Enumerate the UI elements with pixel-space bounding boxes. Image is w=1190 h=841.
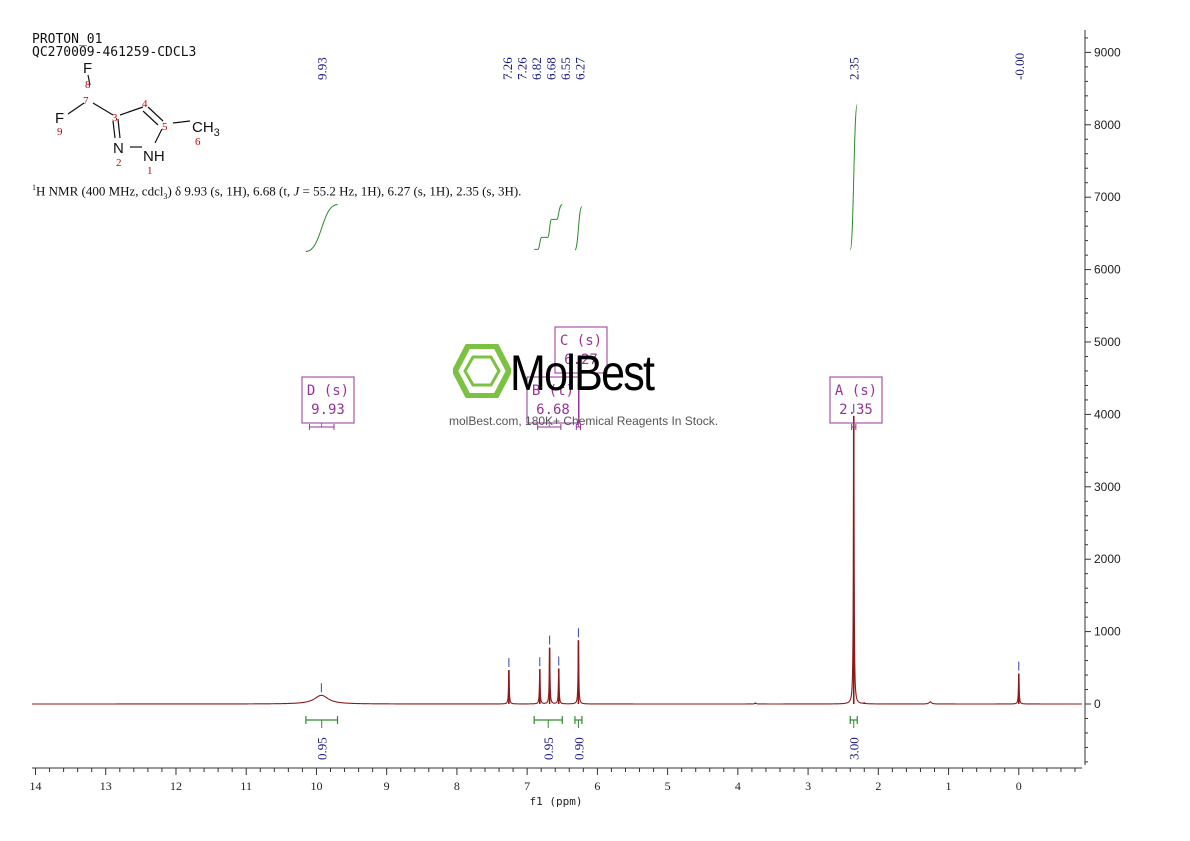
atom-numbers: 8 7 3 4 5 6 9 2 1: [57, 79, 201, 175]
y-tick-label: 6000: [1094, 263, 1121, 277]
x-tick-label: 10: [310, 779, 322, 793]
atom-number-2: 2: [116, 157, 122, 169]
atom-number-4: 4: [142, 98, 148, 110]
atom-number-6: 6: [195, 136, 201, 148]
integral-curve: [305, 203, 338, 252]
x-tick-label: 1: [946, 779, 952, 793]
x-tick-label: 3: [805, 779, 811, 793]
x-tick-label: 6: [594, 779, 600, 793]
peak-labels: 9.93 2.35 -0.007.26 7.26 6.82 6.68 6.55 6.27: [314, 53, 1027, 80]
multiplet-box: [829, 376, 883, 424]
watermark-brand: MolBest: [510, 345, 655, 401]
multiplet-type: D (s): [307, 383, 349, 399]
integral-curves: [305, 104, 858, 252]
hexagon-benzene-icon: [453, 344, 511, 398]
spectrum-line: [32, 415, 1082, 705]
peak-label: 9.93: [314, 57, 329, 80]
atom-nh: NH: [143, 148, 165, 165]
peak-label: 7.26: [500, 57, 515, 80]
multiplet-box: [301, 376, 355, 424]
integral-value: 0.95: [541, 737, 556, 760]
nmr-desc-part-c: = 55.2 Hz, 1H), 6.27 (s, 1H), 2.35 (s, 3…: [299, 183, 522, 199]
multiplet-type: C (s): [560, 333, 602, 349]
peak-label: 6.82: [529, 57, 544, 80]
y-tick-label: 8000: [1094, 118, 1121, 132]
atom-number-3: 3: [112, 112, 118, 124]
multiplet-box: [526, 376, 580, 424]
multiplet-type: B (t): [532, 383, 574, 399]
integral-brackets: 0.95 0.95 0.90 3.00: [305, 716, 862, 760]
y-tick-label: 9000: [1094, 45, 1121, 59]
atom-number-7: 7: [83, 95, 89, 107]
y-tick-label: 4000: [1094, 407, 1121, 421]
peak-label: -0.00: [1012, 53, 1027, 80]
multiplet-shift: 9.93: [311, 402, 345, 418]
atom-methyl: CH3: [192, 119, 220, 139]
watermark-tagline: molBest.com, 180K+ Chemical Reagents In …: [449, 414, 719, 428]
x-tick-label: 9: [384, 779, 390, 793]
multiplet-shift: 2.35: [839, 402, 873, 418]
atom-number-1: 1: [147, 165, 153, 175]
y-axis: 0 1000 2000 3000 4000 5000 6000 7000 8000 9000: [1084, 30, 1121, 765]
integral-curve: [849, 104, 858, 251]
x-tick-label: 0: [1016, 779, 1022, 793]
peak-label: 6.55: [558, 57, 573, 80]
x-tick-label: 7: [524, 779, 530, 793]
integral-value: 0.95: [315, 737, 330, 760]
x-tick-label: 13: [100, 779, 112, 793]
multiplet-shift: 6.68: [536, 402, 570, 418]
atom-number-5: 5: [162, 121, 168, 133]
integral-curve: [534, 203, 563, 250]
y-tick-label: 1000: [1094, 625, 1121, 639]
integral-value: 0.90: [571, 737, 586, 760]
y-tick-label: 7000: [1094, 190, 1121, 204]
nmr-desc-j: J: [293, 183, 300, 199]
multiplet-box: [554, 326, 608, 374]
x-tick-label: 5: [665, 779, 671, 793]
x-axis-label: f1 (ppm): [530, 795, 583, 808]
x-tick-label: 4: [735, 779, 741, 793]
structure-bonds: [67, 74, 191, 148]
x-tick-label: 12: [170, 779, 182, 793]
nmr-description: 1H NMR (400 MHz, cdcl3) δ 9.93 (s, 1H), …: [32, 183, 521, 201]
peak-label: 2.35: [847, 57, 862, 80]
atom-number-8: 8: [85, 79, 91, 91]
y-tick-label: 2000: [1094, 552, 1121, 566]
x-tick-label: 11: [240, 779, 252, 793]
peak-label: 7.26: [515, 57, 530, 80]
chemical-structure: F F N NH CH3 8 7 3 4 5 6 9 2 1: [55, 60, 220, 175]
nmr-nucleus: 1: [32, 183, 36, 192]
peak-label: 6.27: [573, 57, 588, 80]
atom-n2: N: [113, 140, 124, 157]
x-tick-label: 14: [30, 779, 42, 793]
multiplet-type: A (s): [835, 383, 877, 399]
nmr-desc-part-b: ) δ 9.93 (s, 1H), 6.68 (t,: [167, 183, 294, 199]
nmr-desc-sub: 3: [163, 191, 168, 201]
atom-methyl-ch: CH: [192, 119, 214, 136]
spectrum: [32, 403, 1082, 705]
x-tick-label: 8: [454, 779, 460, 793]
atom-f8: F: [83, 60, 92, 77]
x-axis: 14 13 12 11 10 9 8 7 6 5 4 3 2 1 0f1 (ppm): [30, 767, 1082, 808]
sample-id: QC270009-461259-CDCL3: [32, 45, 197, 60]
peak-label: 6.68: [544, 57, 559, 80]
atom-methyl-subscript: 3: [214, 127, 220, 139]
x-tick-label: 2: [875, 779, 881, 793]
atom-number-9: 9: [57, 126, 63, 138]
multiplet-boxes: D (s) 9.93 B (t) 6.68 C (s) 6.27 A (s) 2.35: [301, 326, 883, 430]
y-tick-label: 5000: [1094, 335, 1121, 349]
experiment-name: PROTON_01: [32, 32, 103, 47]
atom-f9: F: [55, 110, 64, 127]
integral-curve: [574, 206, 583, 251]
y-tick-label: 3000: [1094, 480, 1121, 494]
multiplet-shift: 6.27: [564, 352, 598, 368]
y-tick-label: 0: [1094, 697, 1101, 711]
nmr-desc-part-a: H NMR (400 MHz, cdcl: [36, 183, 164, 199]
integral-value: 3.00: [847, 737, 862, 760]
